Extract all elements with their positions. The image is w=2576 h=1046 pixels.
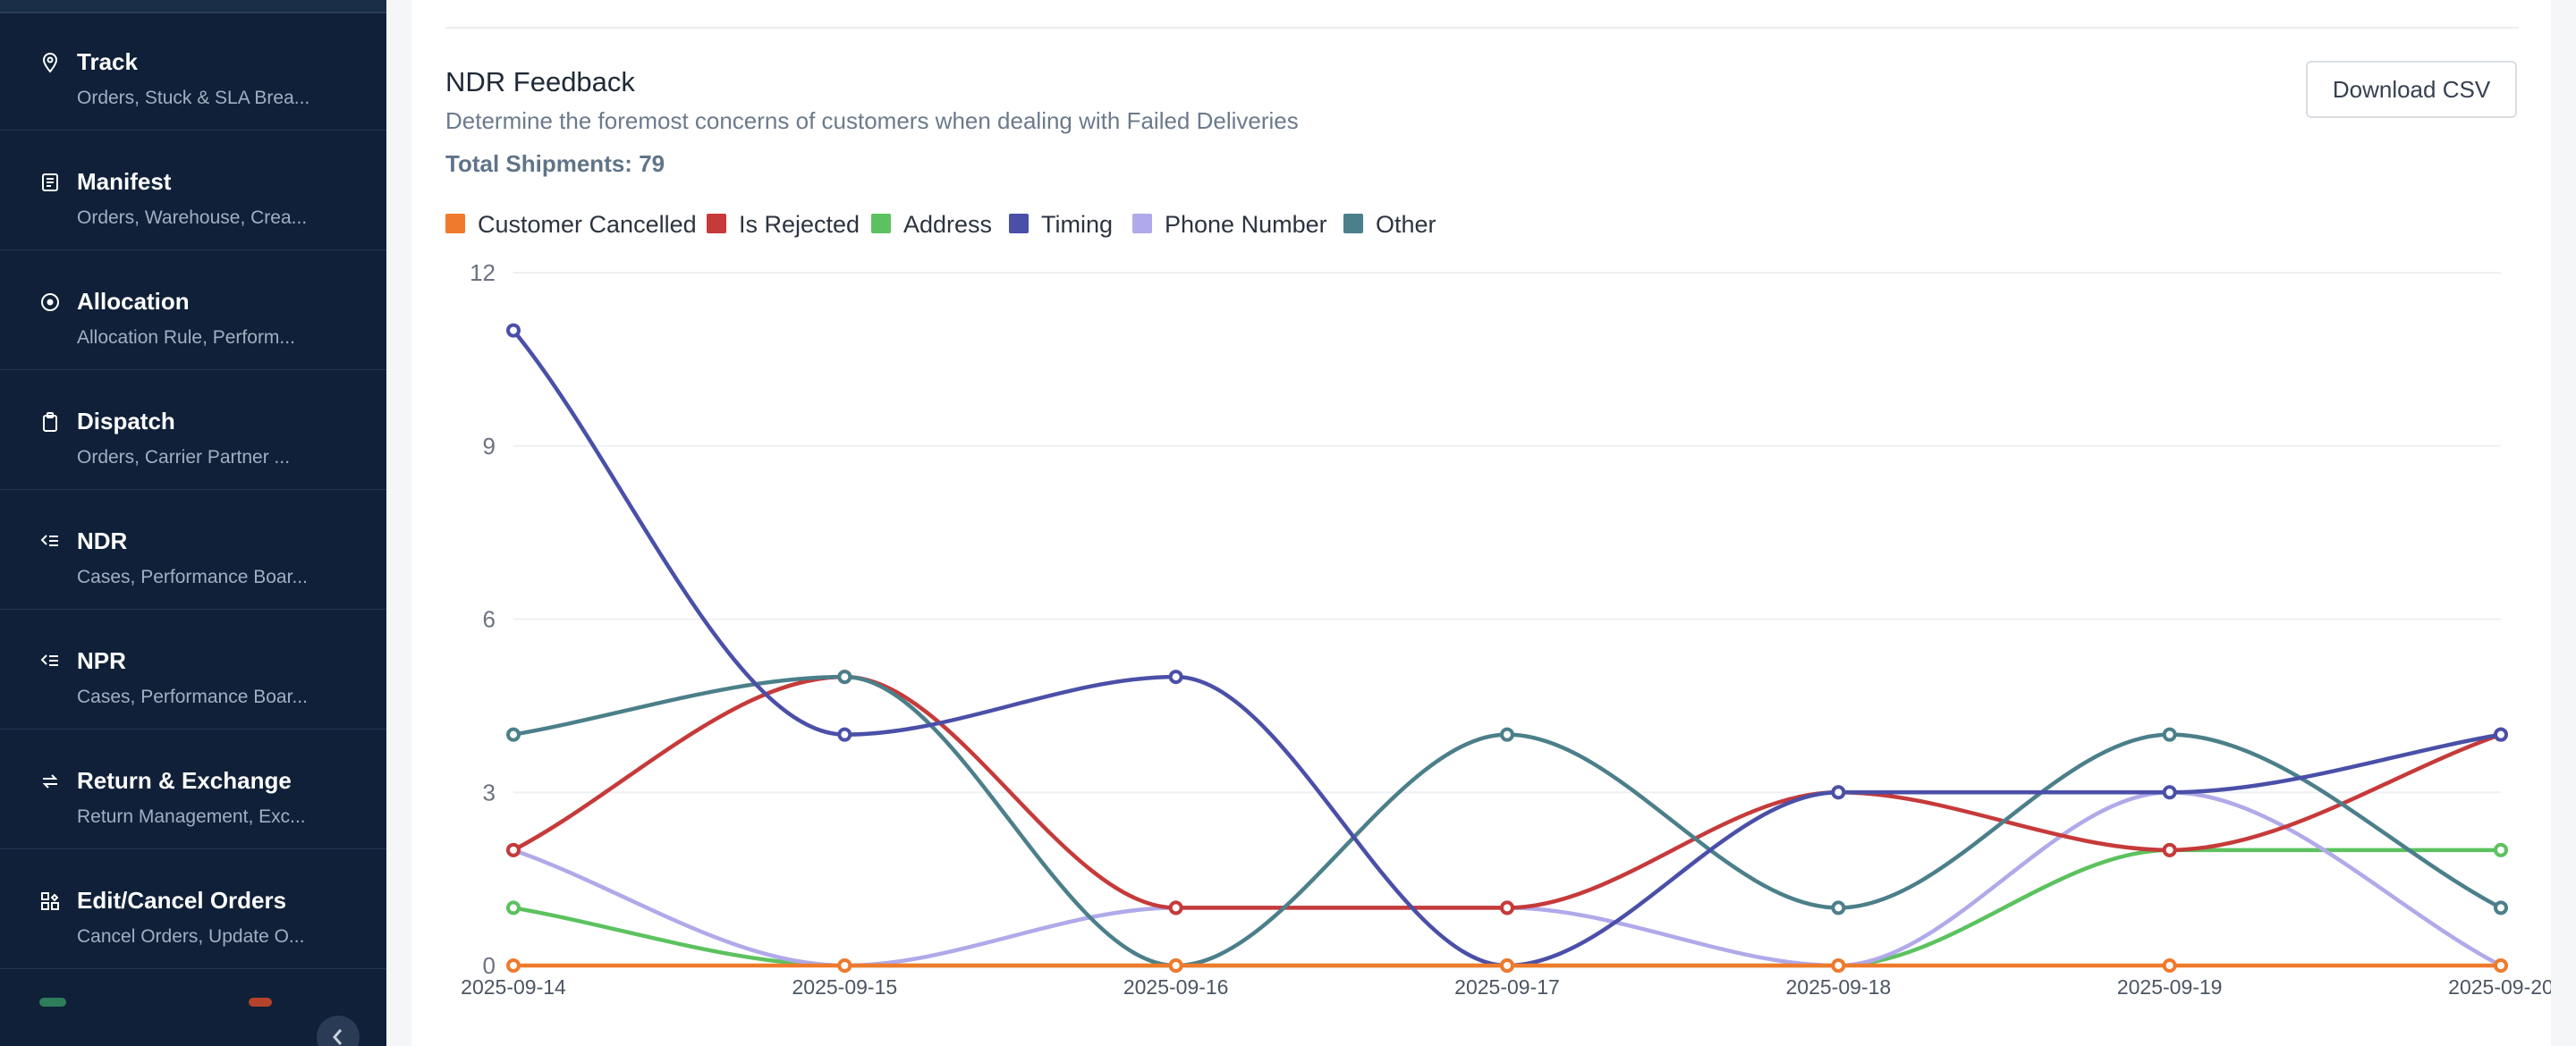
data-point-timing[interactable] bbox=[2162, 785, 2177, 800]
ndr-feedback-card: NDR Feedback Determine the foremost conc… bbox=[411, 0, 2551, 1046]
data-point-timing[interactable] bbox=[1168, 670, 1183, 685]
data-point-customer-cancelled[interactable] bbox=[506, 958, 521, 973]
data-point-customer-cancelled[interactable] bbox=[1168, 958, 1183, 973]
grid-edit-icon bbox=[41, 892, 59, 910]
data-point-customer-cancelled[interactable] bbox=[837, 958, 852, 973]
sidebar-item-subtitle: Cases, Performance Boar... bbox=[77, 687, 308, 707]
legend-label: Customer Cancelled bbox=[478, 211, 697, 238]
y-tick-label: 12 bbox=[470, 259, 496, 286]
data-point-address[interactable] bbox=[506, 900, 521, 915]
sidebar-item-title: Manifest bbox=[77, 168, 172, 195]
sidebar-collapse-button[interactable] bbox=[317, 1016, 360, 1046]
sidebar-item-npr[interactable]: NPR Cases, Performance Boar... bbox=[0, 610, 386, 730]
sidebar-item-subtitle: Cases, Performance Boar... bbox=[77, 567, 308, 587]
data-point-address[interactable] bbox=[2494, 842, 2508, 857]
sidebar: Track Orders, Stuck & SLA Brea... Manife… bbox=[0, 0, 386, 1046]
sidebar-item-manifest[interactable]: Manifest Orders, Warehouse, Crea... bbox=[0, 131, 386, 250]
y-tick-label: 3 bbox=[483, 779, 496, 806]
target-icon bbox=[41, 293, 59, 311]
card-subtitle: Determine the foremost concerns of custo… bbox=[445, 107, 1299, 134]
sidebar-item-subtitle: Return Management, Exc... bbox=[77, 806, 306, 827]
data-point-other[interactable] bbox=[2494, 900, 2508, 915]
sidebar-item-title: Return & Exchange bbox=[77, 767, 292, 794]
x-tick-label: 2025-09-16 bbox=[1123, 975, 1229, 999]
location-pin-icon bbox=[42, 52, 58, 73]
sidebar-item-title: Edit/Cancel Orders bbox=[77, 887, 287, 914]
y-tick-label: 9 bbox=[483, 433, 496, 460]
x-tick-label: 2025-09-15 bbox=[792, 975, 898, 999]
series-line-phone-number bbox=[513, 790, 2503, 968]
data-point-is-rejected[interactable] bbox=[1168, 900, 1183, 915]
data-point-other[interactable] bbox=[506, 727, 521, 742]
data-point-is-rejected[interactable] bbox=[506, 842, 521, 857]
sidebar-item-edit-cancel-orders[interactable]: Edit/Cancel Orders Cancel Orders, Update… bbox=[0, 849, 386, 969]
data-point-customer-cancelled[interactable] bbox=[2494, 958, 2508, 973]
legend-swatch bbox=[1132, 214, 1152, 233]
data-point-other[interactable] bbox=[2162, 727, 2177, 742]
y-tick-label: 0 bbox=[483, 952, 496, 979]
x-tick-label: 2025-09-19 bbox=[2117, 975, 2223, 999]
sidebar-item-subtitle: Orders, Stuck & SLA Brea... bbox=[77, 88, 310, 108]
chevron-left-icon bbox=[333, 1029, 343, 1045]
sidebar-item-subtitle: Orders, Carrier Partner ... bbox=[77, 447, 291, 468]
x-tick-label: 2025-09-20 bbox=[2448, 975, 2551, 999]
data-point-is-rejected[interactable] bbox=[1500, 900, 1514, 915]
section-divider bbox=[445, 27, 2519, 29]
exchange-arrows-icon bbox=[42, 774, 58, 789]
legend-swatch bbox=[445, 214, 465, 233]
sidebar-item-return-exchange[interactable]: Return & Exchange Return Management, Exc… bbox=[0, 730, 386, 849]
data-point-timing[interactable] bbox=[1831, 785, 1846, 800]
legend-label: Phone Number bbox=[1165, 211, 1327, 238]
legend-swatch bbox=[1009, 214, 1029, 233]
data-point-customer-cancelled[interactable] bbox=[1500, 958, 1514, 973]
legend-label: Timing bbox=[1041, 211, 1114, 238]
x-tick-label: 2025-09-14 bbox=[461, 975, 566, 999]
sidebar-item-dispatch[interactable]: Dispatch Orders, Carrier Partner ... bbox=[0, 370, 386, 490]
series-line-timing bbox=[512, 329, 2502, 968]
sidebar-item-track[interactable]: Track Orders, Stuck & SLA Brea... bbox=[0, 11, 386, 131]
legend-label: Address bbox=[903, 211, 993, 238]
legend-swatch bbox=[871, 214, 891, 233]
x-tick-label: 2025-09-18 bbox=[1786, 975, 1892, 999]
data-point-timing[interactable] bbox=[2494, 727, 2508, 742]
legend-label: Other bbox=[1376, 211, 1436, 238]
manifest-list-icon bbox=[42, 173, 58, 191]
legend-swatch bbox=[707, 214, 726, 233]
x-tick-label: 2025-09-17 bbox=[1454, 975, 1560, 999]
card-title: NDR Feedback bbox=[445, 66, 635, 97]
list-return-icon bbox=[40, 654, 58, 666]
sidebar-partial-item-icon bbox=[39, 998, 66, 1007]
sidebar-item-subtitle: Orders, Warehouse, Crea... bbox=[77, 207, 308, 228]
download-csv-button[interactable]: Download CSV bbox=[2306, 61, 2517, 118]
data-point-customer-cancelled[interactable] bbox=[1831, 958, 1846, 973]
legend-label: Is Rejected bbox=[739, 211, 860, 238]
data-point-is-rejected[interactable] bbox=[2162, 842, 2177, 857]
data-point-other[interactable] bbox=[1500, 727, 1514, 742]
notification-badge bbox=[249, 998, 272, 1007]
data-point-other[interactable] bbox=[837, 670, 852, 685]
sidebar-item-title: NDR bbox=[77, 527, 128, 554]
sidebar-item-allocation[interactable]: Allocation Allocation Rule, Perform... bbox=[0, 250, 386, 370]
legend-swatch bbox=[1343, 214, 1363, 233]
sidebar-item-ndr[interactable]: NDR Cases, Performance Boar... bbox=[0, 490, 386, 610]
sidebar-item-title: Dispatch bbox=[77, 408, 175, 434]
total-shipments: Total Shipments: 79 bbox=[445, 150, 665, 177]
sidebar-item-subtitle: Cancel Orders, Update O... bbox=[77, 926, 305, 947]
sidebar-item-title: Allocation bbox=[77, 288, 190, 315]
sidebar-item-title: Track bbox=[77, 48, 138, 75]
data-point-timing[interactable] bbox=[506, 323, 521, 338]
ndr-feedback-line-chart: 0 3 6 9 12 2025-09-14 2025-09-15 2025-09-16 2025… bbox=[461, 259, 2551, 999]
series-line-other bbox=[513, 674, 2503, 968]
list-return-icon bbox=[40, 535, 58, 546]
clipboard-icon bbox=[43, 412, 57, 432]
sidebar-top-divider bbox=[0, 0, 386, 13]
data-point-timing[interactable] bbox=[837, 727, 852, 742]
sidebar-item-subtitle: Allocation Rule, Perform... bbox=[77, 327, 295, 348]
data-point-customer-cancelled[interactable] bbox=[2162, 958, 2177, 973]
data-point-other[interactable] bbox=[1831, 900, 1846, 915]
y-tick-label: 6 bbox=[483, 606, 496, 633]
sidebar-item-title: NPR bbox=[77, 647, 126, 674]
